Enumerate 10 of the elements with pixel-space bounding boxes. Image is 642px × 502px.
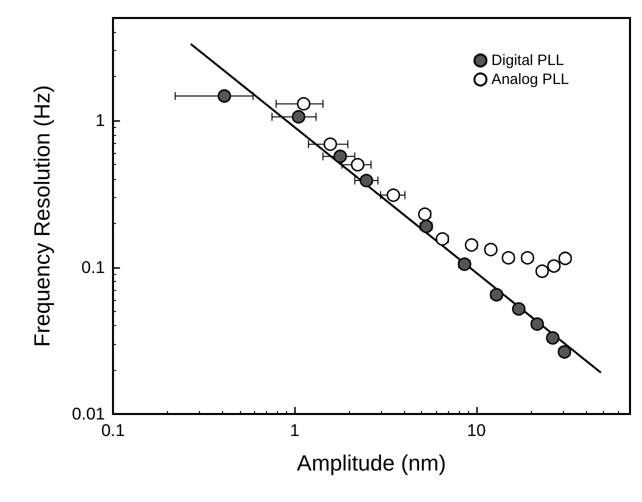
x-tick-label: 1 bbox=[290, 421, 300, 440]
y-tick-label: 1 bbox=[96, 111, 105, 130]
y-tick-label: 0.01 bbox=[72, 404, 105, 424]
legend-label: Analog PLL bbox=[491, 71, 570, 88]
x-tick-label: 0.1 bbox=[101, 421, 125, 440]
y-tick-label: 0.1 bbox=[81, 258, 105, 277]
x-axis-title: Amplitude (nm) bbox=[296, 450, 446, 476]
x-tick-label: 10 bbox=[466, 421, 486, 440]
y-axis-title: Frequency Resolution (Hz) bbox=[30, 85, 54, 347]
legend-label: Digital PLL bbox=[491, 52, 564, 69]
